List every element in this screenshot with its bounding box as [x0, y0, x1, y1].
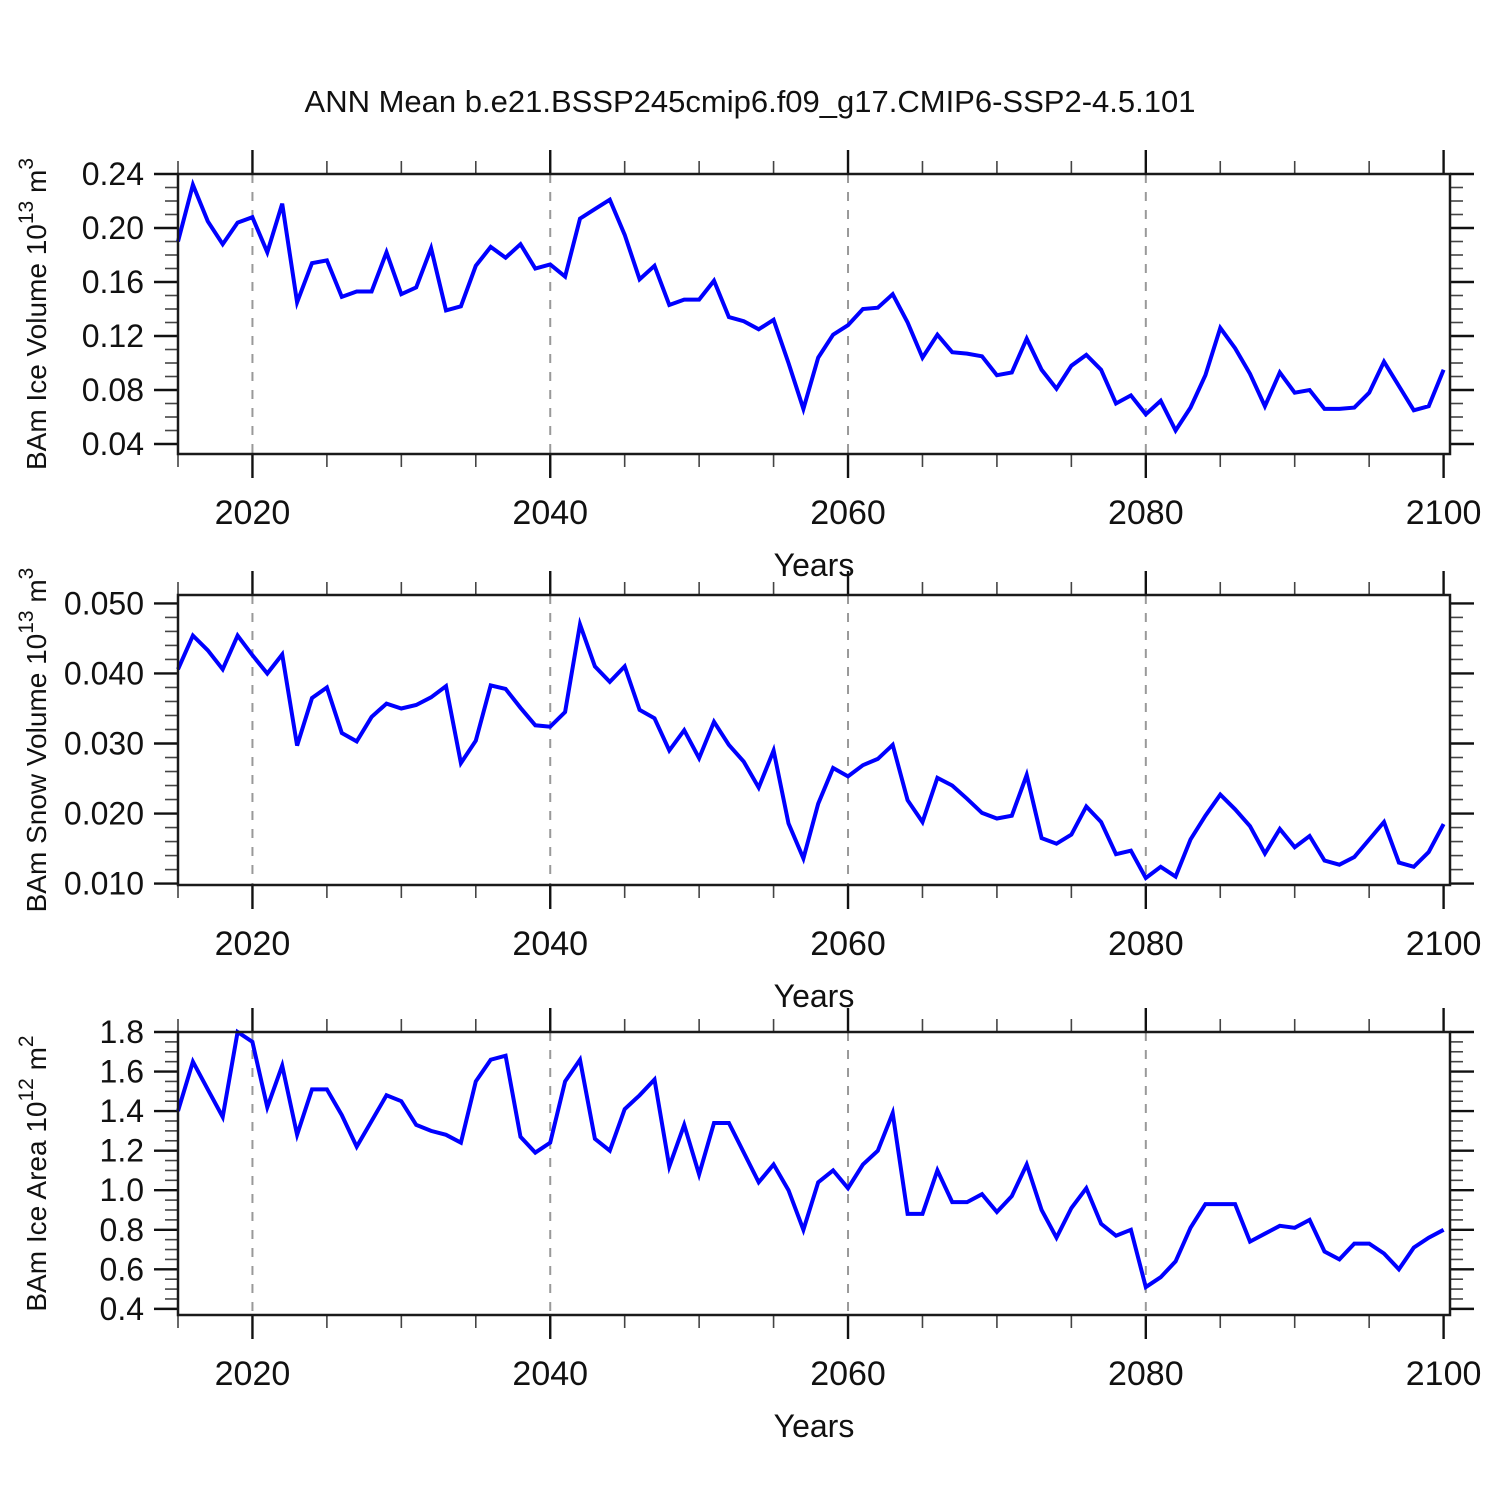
ice-volume-ytick-label: 0.12: [82, 318, 144, 354]
ice-volume-xtick-label: 2080: [1108, 494, 1184, 532]
ice-volume-xtick-label: 2060: [810, 494, 886, 532]
ice-area-ytick-label: 0.4: [100, 1291, 144, 1327]
ice-area-xtick-label: 2020: [215, 1355, 291, 1393]
ice-volume-ytick-label: 0.08: [82, 372, 144, 408]
chart-ice-volume: 0.04 0.08 0.12 0.16 0.20 0.24 2020 2040 2060 2080…: [15, 150, 1481, 583]
ice-area-xtick-label: 2100: [1406, 1355, 1482, 1393]
ice-area-xtick-label: 2040: [512, 1355, 588, 1393]
ice-area-ytick-label: 1.8: [100, 1014, 144, 1050]
ice-volume-xaxis-title: Years: [774, 547, 855, 583]
ice-volume-xtick-label: 2020: [215, 494, 291, 532]
ice-volume-ytick-label: 0.20: [82, 210, 144, 246]
snow-volume-xtick-label: 2100: [1406, 925, 1482, 963]
ice-volume-frame: [176, 172, 1452, 456]
ice-volume-series-line: [176, 178, 1446, 435]
ice-area-major-ticks: 0.4 0.60.8 1.01.2 1.41.6 1.8 2020 2040 2060 2080…: [100, 1008, 1482, 1393]
ice-area-frame: [176, 1030, 1452, 1317]
ice-area-ytick-label: 1.6: [100, 1054, 144, 1090]
ice-volume-minor-ticks: [165, 161, 1463, 467]
snow-volume-ytick-label: 0.040: [64, 655, 144, 691]
ice-volume-ytick-label: 0.24: [82, 156, 144, 192]
snow-volume-minor-ticks: [165, 582, 1463, 898]
snow-volume-yaxis-title: BAm Snow Volume 1013 m3: [15, 568, 52, 913]
plot-title: ANN Mean b.e21.BSSP245cmip6.f09_g17.CMIP…: [304, 84, 1196, 119]
ice-volume-xtick-label: 2100: [1406, 494, 1482, 532]
snow-volume-ytick-label: 0.010: [64, 866, 144, 902]
ice-area-yaxis-title: BAm Ice Area 1012 m2: [15, 1035, 52, 1311]
ice-volume-yaxis-title: BAm Ice Volume 1013 m3: [15, 158, 52, 470]
chart-snow-volume: 0.010 0.020 0.030 0.040 0.050 2020 2040 2060 208…: [15, 568, 1481, 1014]
ice-area-ytick-label: 0.8: [100, 1212, 144, 1248]
snow-volume-xtick-label: 2020: [215, 925, 291, 963]
snow-volume-frame: [176, 593, 1452, 887]
snow-volume-ytick-label: 0.020: [64, 796, 144, 832]
ice-area-ytick-label: 1.4: [100, 1093, 144, 1129]
snow-volume-xtick-label: 2080: [1108, 925, 1184, 963]
ice-area-ytick-label: 1.0: [100, 1172, 144, 1208]
snow-volume-series-line: [176, 616, 1446, 881]
snow-volume-major-ticks: 0.010 0.020 0.030 0.040 0.050 2020 2040 2060 208…: [64, 571, 1481, 963]
snow-volume-xtick-label: 2040: [512, 925, 588, 963]
ice-area-xtick-label: 2060: [810, 1355, 886, 1393]
ice-area-ytick-label: 0.6: [100, 1251, 144, 1287]
ice-area-xtick-label: 2080: [1108, 1355, 1184, 1393]
ice-volume-xtick-label: 2040: [512, 494, 588, 532]
ice-volume-ytick-label: 0.04: [82, 426, 144, 462]
ice-volume-major-ticks: 0.04 0.08 0.12 0.16 0.20 0.24 2020 2040 2060 2080…: [82, 150, 1482, 532]
ice-area-series-line: [176, 1028, 1445, 1291]
ice-area-minor-ticks: [165, 1019, 1463, 1328]
snow-volume-xaxis-title: Years: [774, 978, 855, 1014]
snow-volume-ytick-label: 0.050: [64, 585, 144, 621]
snow-volume-ytick-label: 0.030: [64, 726, 144, 762]
snow-volume-xtick-label: 2060: [810, 925, 886, 963]
ice-area-ytick-label: 1.2: [100, 1133, 144, 1169]
ice-area-xaxis-title: Years: [774, 1408, 855, 1444]
chart-ice-area: 0.4 0.60.8 1.01.2 1.41.6 1.8 2020 2040 2060 2080…: [15, 1008, 1481, 1444]
ice-volume-ytick-label: 0.16: [82, 264, 144, 300]
